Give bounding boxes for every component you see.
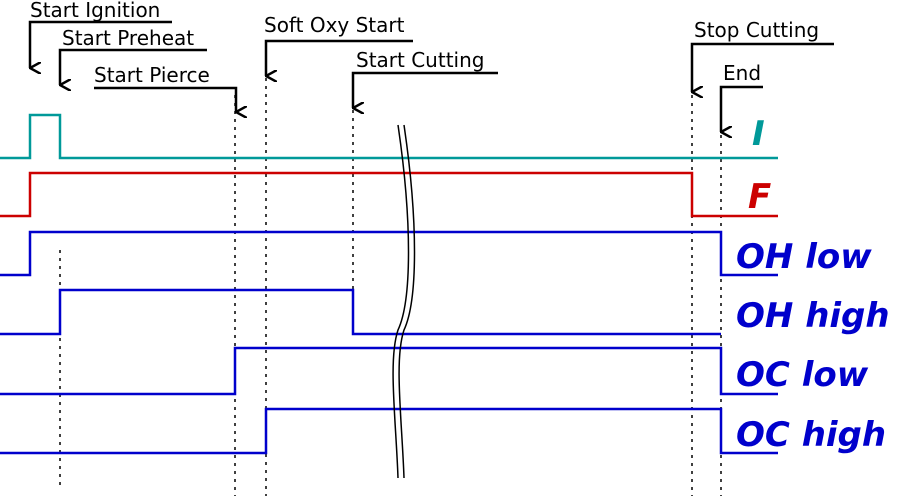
signal-label: OC high bbox=[736, 415, 886, 455]
arrow-down-icon bbox=[58, 48, 207, 85]
event-label: Start Cutting bbox=[356, 48, 484, 72]
signal-labels: IF OH low OH high OC low OC high bbox=[736, 114, 890, 455]
signal-label: I bbox=[752, 114, 765, 154]
event-callout: Start Cutting bbox=[351, 48, 498, 108]
event-label: Soft Oxy Start bbox=[264, 13, 405, 37]
arrow-down-icon bbox=[351, 71, 498, 108]
event-label: End bbox=[723, 61, 761, 85]
event-label: Start Pierce bbox=[94, 63, 210, 87]
waveform-oc-low bbox=[0, 346, 778, 396]
signal-label: OH low bbox=[736, 237, 872, 277]
arrow-down-icon bbox=[264, 39, 413, 76]
event-callout: Soft Oxy Start bbox=[264, 13, 413, 76]
arrow-down-icon bbox=[94, 86, 236, 112]
dotted-guides bbox=[59, 78, 722, 496]
event-label: Stop Cutting bbox=[694, 18, 819, 42]
waveform-oh-low bbox=[0, 230, 778, 277]
time-break-symbol bbox=[392, 124, 416, 479]
event-callout: End bbox=[719, 61, 763, 132]
event-callout: Start Pierce bbox=[94, 63, 236, 112]
event-callout: Stop Cutting bbox=[690, 18, 834, 92]
event-callouts: Start Ignition Start Preheat Start Pierce S… bbox=[28, 0, 834, 132]
event-callout: Start Preheat bbox=[58, 26, 207, 85]
waveform-f bbox=[0, 171, 778, 218]
waveform-oh-high bbox=[0, 288, 721, 336]
arrow-down-icon bbox=[719, 85, 763, 132]
arrow-down-icon bbox=[690, 42, 834, 92]
waveform-i bbox=[0, 113, 778, 160]
signal-label: OC low bbox=[736, 355, 869, 395]
arrow-down-icon bbox=[28, 20, 172, 68]
event-label: Start Preheat bbox=[62, 26, 194, 50]
event-label: Start Ignition bbox=[30, 0, 160, 22]
signal-label: F bbox=[748, 177, 771, 217]
waveforms bbox=[0, 113, 778, 455]
event-callout: Start Ignition bbox=[28, 0, 172, 68]
waveform-oc-high bbox=[0, 407, 778, 455]
signal-label: OH high bbox=[736, 296, 890, 336]
